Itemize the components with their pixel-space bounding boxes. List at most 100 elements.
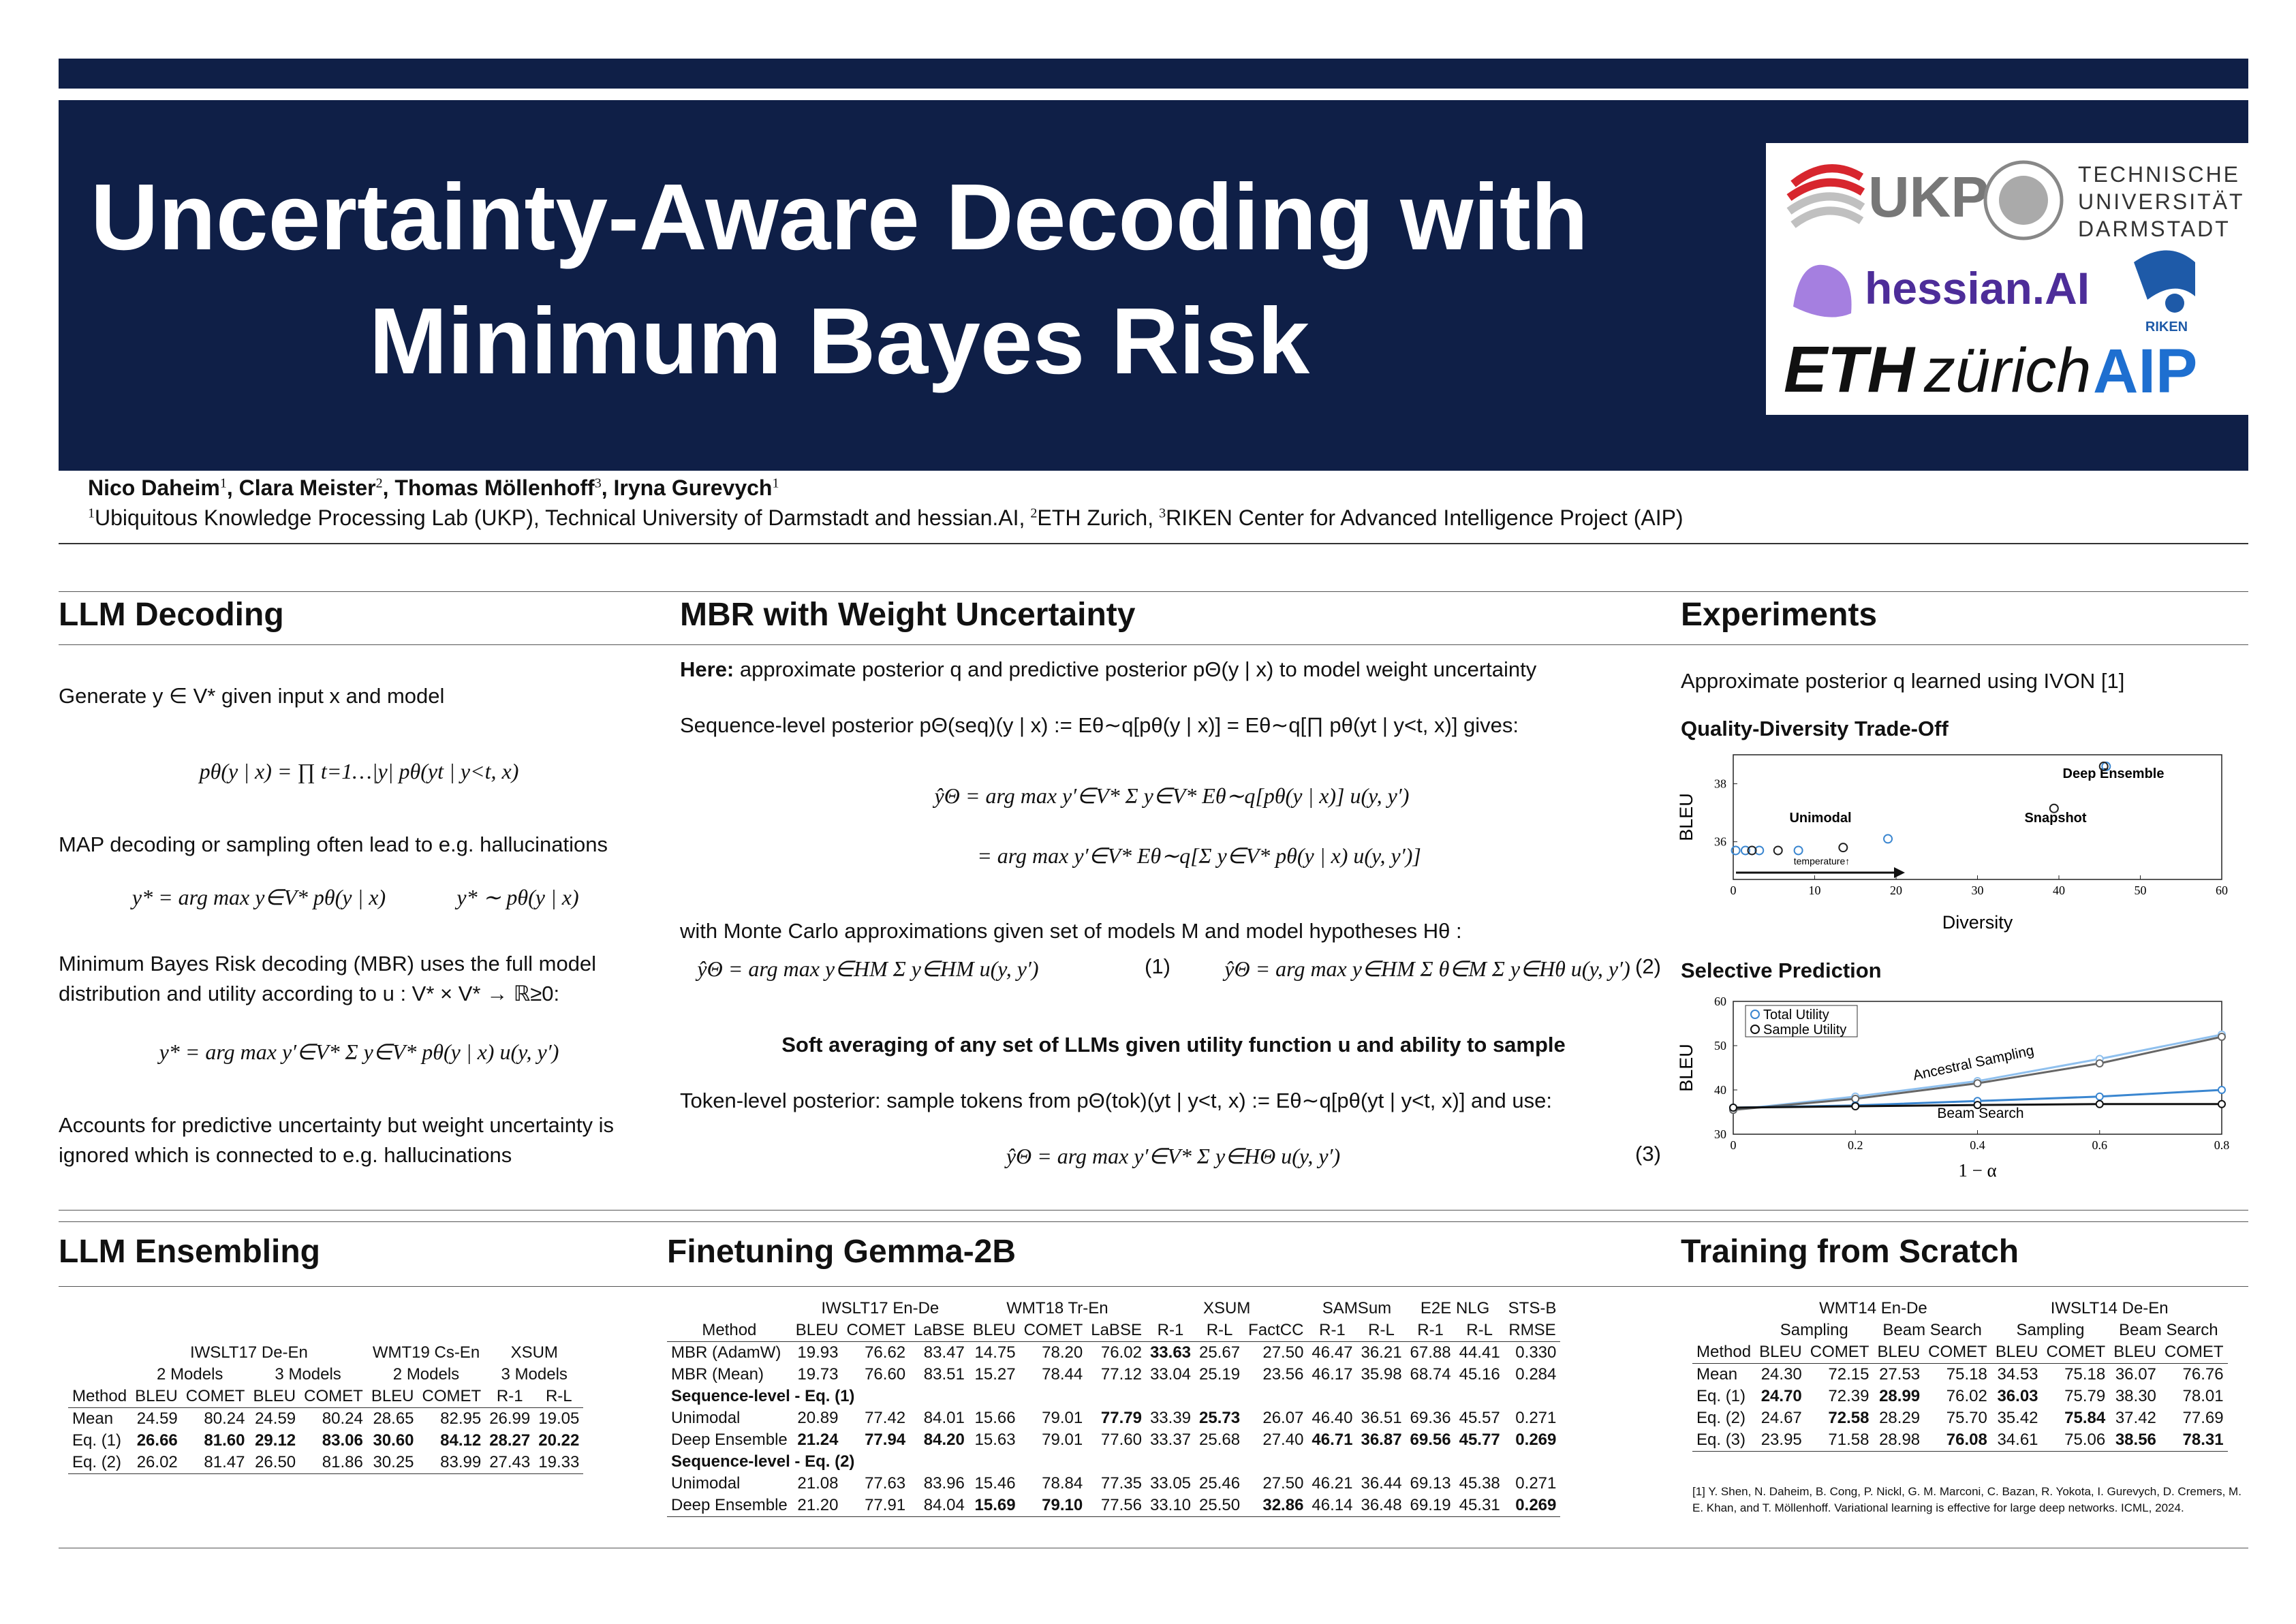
table-cell: 72.39: [1828, 1387, 1870, 1405]
column-header: R-L: [1455, 1320, 1504, 1342]
table-cell: 34.61: [1991, 1429, 2043, 1452]
table-cell: 29.12: [255, 1431, 296, 1450]
group-header: WMT19 Cs-En: [372, 1343, 480, 1362]
divider: [59, 543, 2248, 544]
x-tick-label: 10: [1809, 884, 1821, 897]
marker: [1973, 1101, 1982, 1110]
table-row: Eq. (3) 23.95 71.58 28.98 76.08 34.61 75.06 38.…: [1692, 1429, 2228, 1452]
point: [1838, 843, 1848, 853]
equation: y* = arg max y′∈V* Σ y∈V* pθ(y | x) u(y,…: [159, 1040, 559, 1064]
table-container: WMT14 En-De IWSLT14 De-En Sampling Beam Sea…: [1692, 1298, 2228, 1452]
table-cell: 76.08: [1924, 1429, 1991, 1452]
y-tick-label: 36: [1714, 835, 1726, 849]
column-header: R-1: [1406, 1320, 1455, 1342]
table-cell: 71.58: [1805, 1429, 1874, 1452]
table-cell: 35.42: [1997, 1409, 2038, 1427]
table-cell: 77.35: [1100, 1474, 1142, 1493]
column-header: Method: [1692, 1341, 1756, 1364]
group-label: Beam Search: [1937, 1106, 2023, 1121]
table-cell: 68.74: [1410, 1365, 1451, 1384]
table-cell: 81.47: [181, 1452, 249, 1474]
author-sup: 2: [375, 475, 383, 491]
y-axis-label: BLEU: [1676, 793, 1696, 841]
legend-box: [1745, 1005, 1858, 1037]
table-cell: 28.98: [1873, 1429, 1925, 1452]
table-cell: 78.44: [1042, 1365, 1083, 1384]
table-cell: 14.75: [974, 1343, 1016, 1362]
table-cell: Unimodal: [671, 1474, 741, 1493]
table-cell: 36.03: [1997, 1387, 2038, 1405]
table-cell: 35.98: [1361, 1365, 1402, 1384]
table-cell: 84.01: [923, 1409, 965, 1427]
table-cell: 28.65: [373, 1409, 414, 1428]
table-cell: 33.05: [1149, 1474, 1192, 1493]
table-cell: 77.12: [1100, 1365, 1142, 1384]
top-bar: [59, 59, 2248, 89]
table-cell: 79.01: [1042, 1409, 1083, 1427]
table-cell: 19.33: [534, 1452, 584, 1474]
marker: [1851, 1102, 1860, 1111]
marker: [2095, 1099, 2104, 1108]
table-cell: 75.18: [2064, 1365, 2106, 1384]
aip-text: AIP: [2093, 337, 2197, 406]
table-cell: 24.67: [1760, 1409, 1802, 1427]
text: approximate posterior q and predictive p…: [739, 657, 1537, 681]
table-cell: 76.02: [1100, 1343, 1142, 1362]
blank-cell: [1692, 1320, 1755, 1341]
table-cell: Deep Ensemble: [667, 1495, 792, 1517]
column-header: RMSE: [1504, 1320, 1561, 1342]
y-tick-label: 50: [1714, 1039, 1726, 1052]
legend-marker: [1750, 1010, 1760, 1019]
table-cell: 28.29: [1879, 1409, 1921, 1427]
table-row: Eq. (1) 26.66 81.60 29.12 83.06 30.60 84.12 28.…: [68, 1430, 583, 1452]
x-tick-label: 0.4: [1970, 1138, 1985, 1152]
annotation: Snapshot: [2024, 811, 2086, 826]
table-cell: 84.20: [923, 1431, 965, 1449]
table-cell: 72.58: [1828, 1409, 1870, 1427]
column-header: BLEU: [1873, 1341, 1925, 1364]
table-cell: 77.69: [2182, 1409, 2224, 1427]
table-cell: 78.20: [1042, 1343, 1083, 1362]
table-cell: Eq. (1): [72, 1431, 122, 1450]
marker: [2218, 1086, 2226, 1094]
table-cell: 76.76: [2182, 1365, 2224, 1384]
affiliation-text: Ubiquitous Knowledge Processing Lab (UKP…: [95, 505, 1025, 530]
column-header: COMET: [2042, 1341, 2110, 1364]
results-table: IWSLT17 De-En WMT19 Cs-En XSUM 2 Models 3 Mo…: [68, 1342, 584, 1474]
column-header: Method: [667, 1320, 792, 1342]
column-header: COMET: [181, 1386, 249, 1408]
paragraph: Sequence-level posterior pΘ(seq)(y | x) …: [680, 713, 1519, 737]
table-cell: 37.42: [2115, 1409, 2156, 1427]
x-axis-label: 1 − α: [1958, 1160, 1996, 1181]
column-header: LaBSE: [910, 1320, 969, 1342]
title: Uncertainty-Aware Decoding with Minimum …: [59, 155, 1620, 403]
table-cell: 83.06: [322, 1431, 363, 1450]
group-header: 2 Models: [392, 1365, 460, 1384]
x-tick-label: 0.8: [2214, 1138, 2230, 1152]
table-cell: 45.38: [1459, 1474, 1500, 1493]
table-cell: Mean: [1696, 1365, 1738, 1384]
table-cell: 83.99: [418, 1452, 486, 1474]
table-cell: 0.330: [1515, 1343, 1557, 1362]
table-cell: 83.51: [923, 1365, 965, 1384]
marker: [1729, 1104, 1737, 1112]
group-header: 2 Models: [157, 1365, 223, 1384]
results-table: IWSLT17 En-De WMT18 Tr-En XSUM SAMSum E2E NL…: [667, 1298, 1561, 1517]
divider: [59, 1210, 2248, 1211]
eth-text: ETH: [1784, 333, 1916, 406]
paragraph: Here: approximate posterior q and predic…: [680, 655, 1675, 685]
table-cell: 77.63: [865, 1474, 906, 1493]
table-cell: 69.19: [1406, 1495, 1455, 1517]
column-header: R-1: [485, 1386, 535, 1408]
table-cell: 82.95: [440, 1409, 482, 1428]
column-header: COMET: [842, 1320, 910, 1342]
table-cell: 75.18: [1946, 1365, 1987, 1384]
table-cell: 36.21: [1361, 1343, 1402, 1362]
author-name: , Iryna Gurevych: [601, 475, 773, 500]
table-cell: 78.84: [1042, 1474, 1083, 1493]
table-cell: 36.87: [1361, 1431, 1402, 1449]
section-heading: LLM Ensembling: [59, 1234, 320, 1270]
table-cell: 19.73: [797, 1365, 839, 1384]
y-tick-label: 30: [1714, 1127, 1726, 1141]
author-name: , Clara Meister: [226, 475, 376, 500]
